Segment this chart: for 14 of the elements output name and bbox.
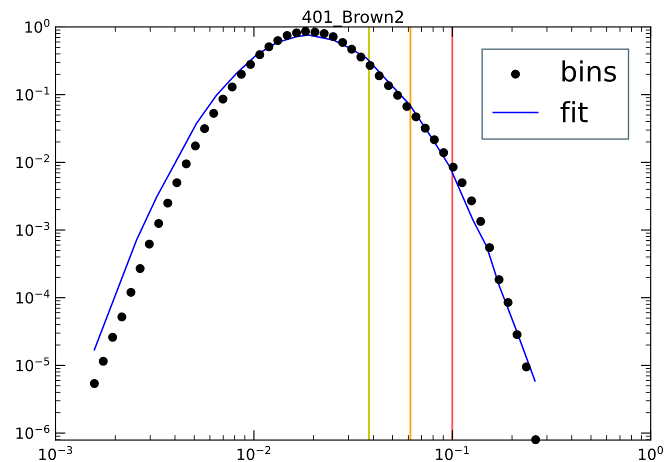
- x-tick-label: 10$^{0}$: [638, 446, 663, 460]
- y-tick-label: 10$^{−3}$: [16, 222, 50, 236]
- y-tick-label: 10$^{−1}$: [16, 86, 50, 101]
- legend-label: fit: [560, 101, 588, 122]
- y-tick-label: 10$^{−5}$: [16, 357, 50, 372]
- y-tick-label: 10$^{−6}$: [16, 424, 50, 439]
- y-tick-label: 10$^{−4}$: [16, 290, 50, 304]
- y-tick-label: 10$^{−2}$: [16, 154, 50, 168]
- x-tick-label: 10$^{−1}$: [436, 446, 469, 460]
- chart-title: 401_Brown2: [302, 10, 403, 27]
- y-tick-label: 10$^{0}$: [25, 18, 50, 33]
- x-tick-label: 10$^{−3}$: [39, 446, 72, 460]
- legend-label: bins: [562, 60, 616, 82]
- x-tick-label: 10$^{−2}$: [238, 446, 270, 460]
